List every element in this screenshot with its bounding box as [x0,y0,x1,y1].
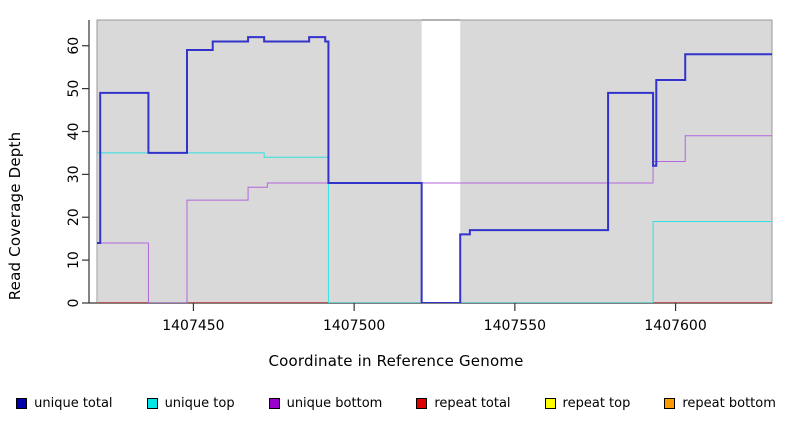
legend-item-label: unique top [164,396,235,411]
legend-item-label: unique bottom [286,396,383,411]
x-axis-title: Coordinate in Reference Genome [268,352,524,370]
legend-swatch-icon [544,398,556,409]
series-line [97,135,772,303]
legend-item[interactable]: unique total [16,396,113,411]
x-axis-tick-label: 1407500 [323,318,385,334]
legend-item-label: repeat top [562,396,631,411]
chart-legend: unique total unique top unique bottom repea… [0,396,792,411]
legend-item[interactable]: unique bottom [268,396,383,411]
y-axis-tick-label: 0 [66,299,82,308]
legend-item[interactable]: repeat total [416,396,511,411]
legend-item-label: unique total [34,396,113,411]
y-axis-tick-label: 50 [66,80,82,98]
series-line [97,36,772,303]
legend-item[interactable]: unique top [146,396,235,411]
series-group [97,36,772,303]
legend-item-label: repeat total [434,396,511,411]
legend-swatch-icon [268,398,280,409]
legend-item[interactable]: repeat top [544,396,631,411]
y-axis-tick-label: 10 [66,251,82,269]
y-axis-tick-label: 40 [66,123,82,141]
x-axis-tick-label: 1407550 [484,318,546,334]
x-axis-tick-label: 1407600 [644,318,706,334]
legend-item[interactable]: repeat bottom [664,396,776,411]
y-axis-tick-label: 30 [66,165,82,183]
legend-swatch-icon [16,398,28,409]
series-line [97,152,772,303]
y-axis-tick-label: 60 [66,37,82,55]
data-gap-band [421,20,461,303]
legend-item-label: repeat bottom [682,396,776,411]
y-axis-tick-label: 20 [66,208,82,226]
legend-swatch-icon [146,398,158,409]
x-axis-tick-label: 1407450 [162,318,224,334]
legend-swatch-icon [416,398,428,409]
legend-swatch-icon [664,398,676,409]
